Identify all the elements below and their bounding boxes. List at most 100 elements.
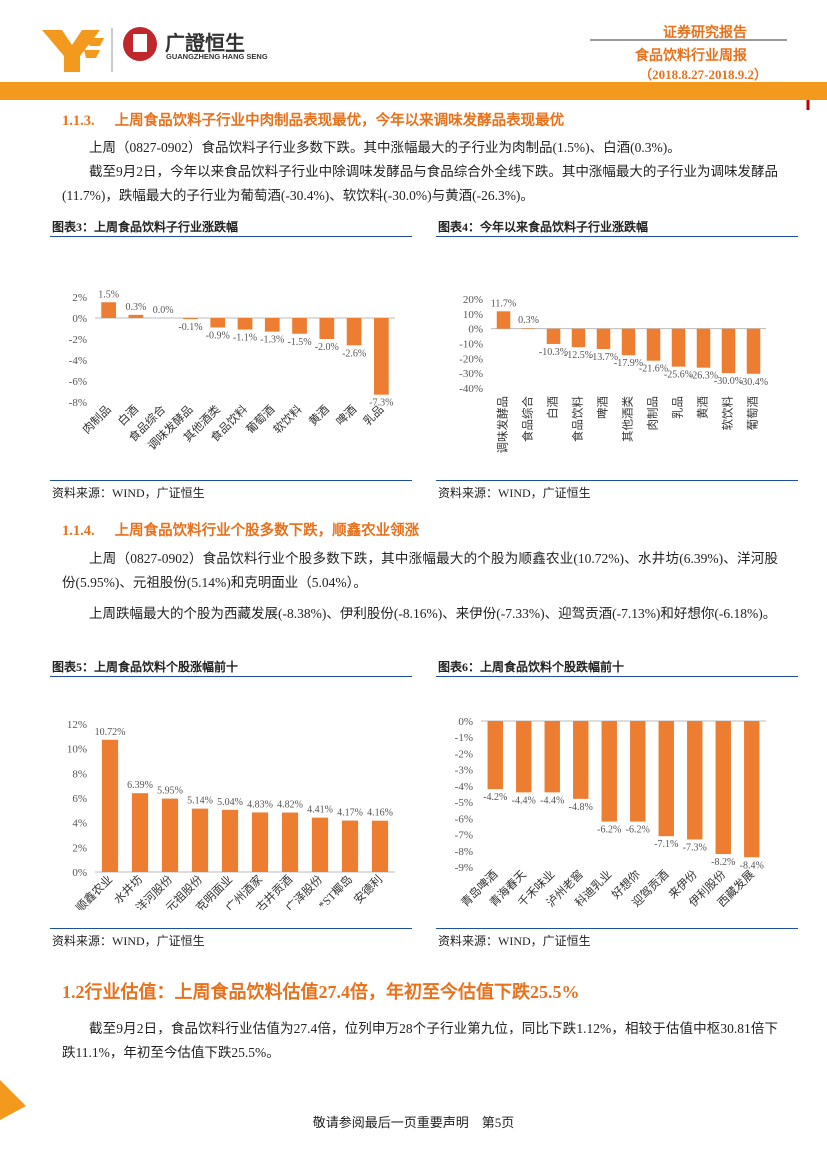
bar	[671, 328, 686, 367]
y-tick-label: 0%	[468, 324, 483, 336]
bar	[319, 318, 335, 339]
bar	[744, 721, 760, 858]
bar	[341, 820, 359, 872]
bar	[546, 328, 561, 344]
paragraph: 上周（0827-0902）食品饮料行业个股多数下跌，其中涨幅最大的个股为顺鑫农业…	[62, 551, 778, 590]
chart-panel: 图表4：今年以来食品饮料子行业涨跌幅 20% 10% 0% -10% -20% -30% -4…	[436, 216, 798, 506]
section-heading: 1.1.3. 上周食品饮料子行业中肉制品表现最优，今年以来调味发酵品表现最优	[62, 109, 564, 130]
y-tick-label: -4%	[455, 781, 473, 793]
x-tick-label: 乳品	[672, 396, 685, 419]
bar	[487, 721, 503, 790]
value-label: 4.83%	[247, 799, 273, 810]
corner-triangle	[0, 1080, 26, 1120]
bar	[746, 328, 761, 374]
value-label: -2.0%	[315, 342, 339, 353]
chart: 0%-1%-2%-3%-4%-5%-6%-7%-8%-9%-4.2%青岛啤酒-4…	[455, 716, 766, 910]
chart: 12%10%8%6%4%2%0%10.72%顺鑫农业6.39%水井坊5.95%洋…	[67, 719, 395, 910]
bar	[237, 318, 253, 330]
value-label: 5.14%	[187, 796, 213, 807]
x-tick-label: 葡萄酒	[244, 403, 278, 437]
title-rule	[50, 676, 412, 677]
chart-title: 图表6：上周食品饮料个股跌幅前十	[438, 660, 625, 674]
bar	[221, 809, 239, 872]
value-label: -1.3%	[260, 335, 284, 346]
bar	[721, 328, 736, 374]
value-label: -1.5%	[287, 337, 311, 348]
bar	[573, 721, 589, 799]
source-rule	[436, 480, 798, 481]
y-tick-label: 2%	[72, 842, 87, 854]
section-number: 1.2	[62, 982, 85, 1002]
y-tick-label: -40%	[459, 383, 483, 395]
bar	[191, 808, 209, 872]
value-label: -0.9%	[206, 330, 230, 341]
value-label: -7.3%	[683, 842, 707, 853]
x-tick-label: 黄酒	[306, 402, 332, 428]
bar	[715, 721, 731, 855]
y-tick-label: 20%	[463, 294, 483, 306]
chart-title: 图表3：上周食品饮料子行业涨跌幅	[52, 220, 239, 234]
value-label: 6.39%	[127, 780, 153, 791]
bar	[374, 318, 389, 395]
paragraph: 截至9月2日，今年以来食品饮料子行业中除调味发酵品与食品综合外全线下跌。其中涨幅…	[62, 164, 778, 203]
y-tick-label: -6%	[69, 376, 87, 388]
value-label: -8.4%	[740, 860, 764, 871]
y-tick-label: -6%	[455, 813, 473, 825]
y-tick-label: -4%	[69, 355, 87, 367]
y-tick-label: -1%	[455, 732, 473, 744]
y-tick-label: -5%	[455, 797, 473, 809]
value-label: -4.4%	[540, 795, 564, 806]
value-label: -6.2%	[626, 825, 650, 836]
bar	[601, 721, 617, 822]
bar	[630, 721, 646, 822]
title-rule	[436, 676, 798, 677]
y-tick-label: -3%	[455, 765, 473, 777]
x-tick-label: 其他酒类	[621, 396, 635, 442]
section-title: 上周食品饮料行业个股多数下跌，顺鑫农业领涨	[114, 523, 420, 539]
value-label: 10.72%	[95, 727, 126, 738]
y-tick-label: -2%	[455, 748, 473, 760]
x-tick-label: 啤酒	[596, 396, 610, 419]
x-tick-label: 食品综合	[521, 396, 535, 442]
source-rule	[50, 928, 412, 929]
y-tick-label: -8%	[455, 846, 473, 858]
x-tick-label: 黄酒	[696, 396, 710, 419]
value-label: -4.8%	[569, 802, 593, 813]
bar	[496, 311, 511, 329]
value-label: -25.6%	[664, 370, 693, 381]
y-tick-label: 0%	[72, 313, 87, 325]
value-label: -12.5%	[564, 350, 593, 361]
title-rule	[436, 236, 798, 237]
chart-panel: 图表6：上周食品饮料个股跌幅前十 0% -1% -2% -3% -4% -5% -6% -7% -…	[436, 656, 798, 954]
bar	[161, 798, 179, 872]
x-tick-label: 白酒	[546, 396, 560, 419]
chart-source: 资料来源：WIND，广证恒生	[52, 486, 205, 500]
value-label: -30.0%	[714, 376, 743, 387]
chart-panel: 图表5：上周食品饮料个股涨幅前十 12% 10% 8% 6% 4% 2% 0% 10.72% 顺鑫…	[50, 656, 412, 954]
value-label: -1.1%	[233, 333, 257, 344]
y-tick-label: -30%	[459, 368, 483, 380]
source-rule	[50, 480, 412, 481]
bar	[571, 328, 586, 348]
x-tick-label: *ST椰岛	[315, 872, 355, 910]
chart-title: 图表5：上周食品饮料个股涨幅前十	[52, 660, 239, 674]
y-tick-label: 12%	[67, 719, 87, 731]
value-label: -30.4%	[739, 377, 768, 388]
value-label: -8.2%	[711, 857, 735, 868]
chart: 2%0%-2%-4%-6%-8%1.5%肉制品0.3%白酒0.0%食品综合-0.…	[69, 289, 395, 453]
chart-source: 资料来源：WIND，广证恒生	[52, 934, 205, 948]
bar	[646, 328, 661, 361]
x-tick-label: 软饮料	[721, 396, 735, 431]
bar	[292, 318, 307, 334]
bar	[544, 721, 560, 793]
title-rule	[50, 236, 412, 237]
bar	[264, 318, 280, 332]
section-number: 1.1.4.	[62, 523, 95, 539]
value-label: 0.0%	[153, 305, 174, 316]
report-title: 食品饮料行业周报	[635, 49, 747, 64]
y-tick-label: -8%	[69, 397, 87, 409]
brand-cn: 广證恒生	[165, 31, 245, 55]
value-label: 5.95%	[157, 786, 183, 797]
bar	[128, 314, 144, 318]
y-tick-label: -2%	[69, 334, 87, 346]
